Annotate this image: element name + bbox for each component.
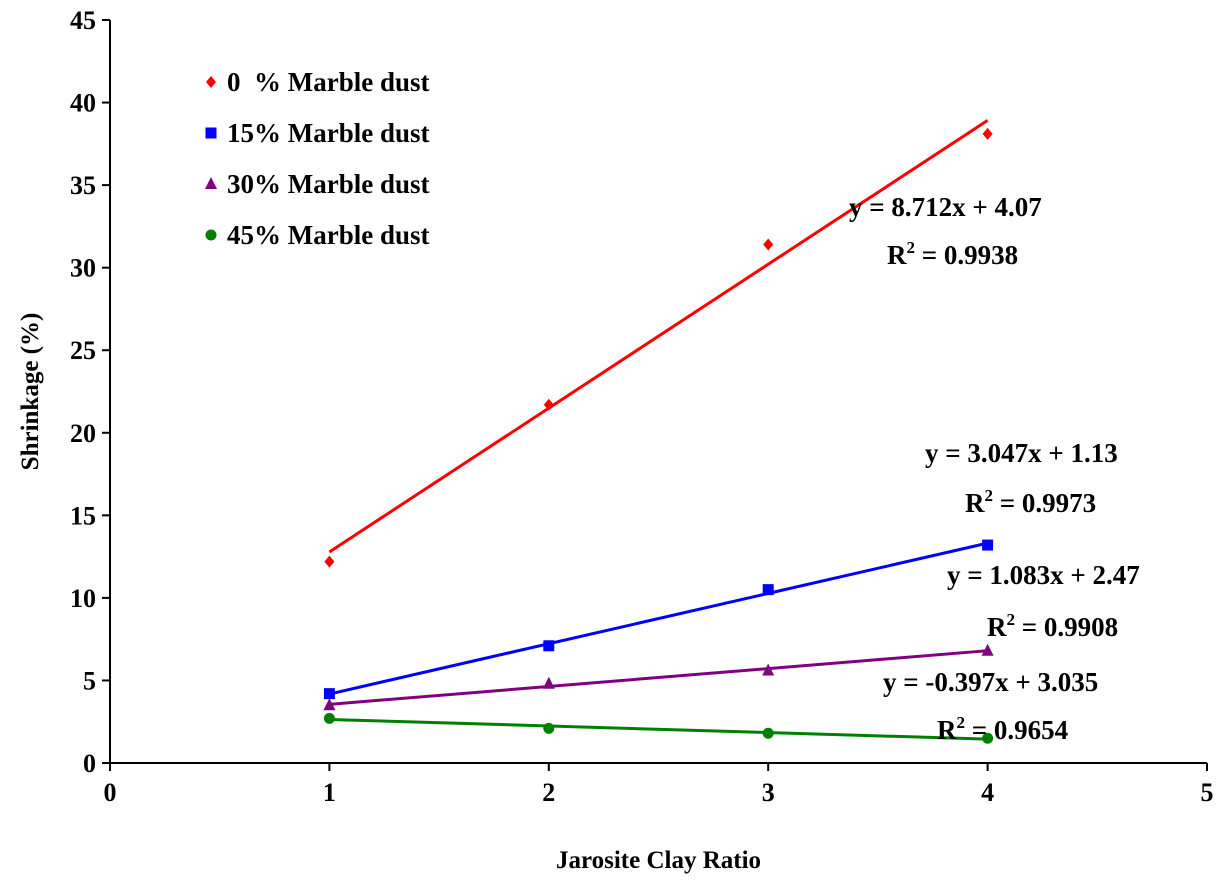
trendline-equation: y = -0.397x + 3.035 — [883, 667, 1098, 697]
data-point-triangle — [323, 698, 336, 711]
trendline-equation: y = 1.083x + 2.47 — [947, 560, 1140, 590]
x-tick-label: 1 — [323, 778, 336, 807]
x-tick-label: 5 — [1201, 778, 1214, 807]
data-point-square — [205, 127, 217, 139]
legend-entry-label: 0 % Marble dust — [227, 67, 430, 97]
x-tick-label: 2 — [542, 778, 555, 807]
x-tick-label: 4 — [981, 778, 994, 807]
data-point-triangle — [542, 676, 555, 689]
data-point-circle — [323, 712, 335, 724]
trendline-equation: y = 3.047x + 1.13 — [925, 438, 1118, 468]
y-tick-label: 10 — [70, 584, 96, 613]
y-tick-label: 15 — [70, 501, 96, 530]
data-point-circle — [982, 732, 994, 744]
x-tick-label: 0 — [104, 778, 117, 807]
trendline-r-squared: R2 = 0.9908 — [987, 610, 1118, 642]
trendline-r-squared: R2 = 0.9938 — [887, 238, 1018, 270]
data-point-square — [982, 539, 994, 551]
data-point-square — [323, 688, 335, 700]
legend-entry-label: 45% Marble dust — [227, 220, 430, 250]
legend-entry-label: 15% Marble dust — [227, 118, 430, 148]
data-point-diamond — [543, 398, 554, 411]
trendlines — [328, 119, 989, 741]
y-tick-label: 35 — [70, 171, 96, 200]
y-tick-label: 25 — [70, 336, 96, 365]
data-points — [323, 127, 994, 744]
y-tick-label: 20 — [70, 419, 96, 448]
trendline — [329, 541, 988, 696]
data-point-triangle — [205, 177, 217, 189]
legend-entry-label: 30% Marble dust — [227, 169, 430, 199]
y-tick-label: 0 — [83, 749, 96, 778]
data-point-circle — [762, 727, 774, 739]
data-point-diamond — [324, 555, 335, 568]
data-point-diamond — [206, 76, 216, 88]
data-point-circle — [205, 229, 217, 241]
data-point-square — [762, 584, 774, 596]
trendline — [329, 717, 988, 741]
data-point-square — [543, 640, 555, 652]
data-point-diamond — [763, 238, 774, 251]
data-point-triangle — [762, 663, 775, 676]
trendline — [328, 119, 989, 554]
trendline-r-squared: R2 = 0.9654 — [937, 713, 1068, 745]
trendline-r-squared: R2 = 0.9973 — [965, 486, 1096, 518]
x-axis-title: Jarosite Clay Ratio — [556, 847, 761, 874]
y-axis-title: Shrinkage (%) — [17, 313, 44, 471]
trendline — [329, 649, 988, 706]
y-tick-label: 40 — [70, 89, 96, 118]
y-tick-label: 30 — [70, 254, 96, 283]
y-tick-label: 5 — [83, 666, 96, 695]
x-tick-label: 3 — [762, 778, 775, 807]
trendline-annotations: y = 8.712x + 4.07 R2 = 0.9938 y = 3.047x +… — [849, 192, 1140, 745]
y-tick-label: 45 — [70, 6, 96, 35]
legend: 0 % Marble dust 15% Marble dust 30% Marble… — [205, 67, 430, 250]
data-point-circle — [543, 722, 555, 734]
data-point-triangle — [981, 643, 994, 656]
data-point-diamond — [982, 127, 993, 140]
trendline-equation: y = 8.712x + 4.07 — [849, 192, 1042, 222]
